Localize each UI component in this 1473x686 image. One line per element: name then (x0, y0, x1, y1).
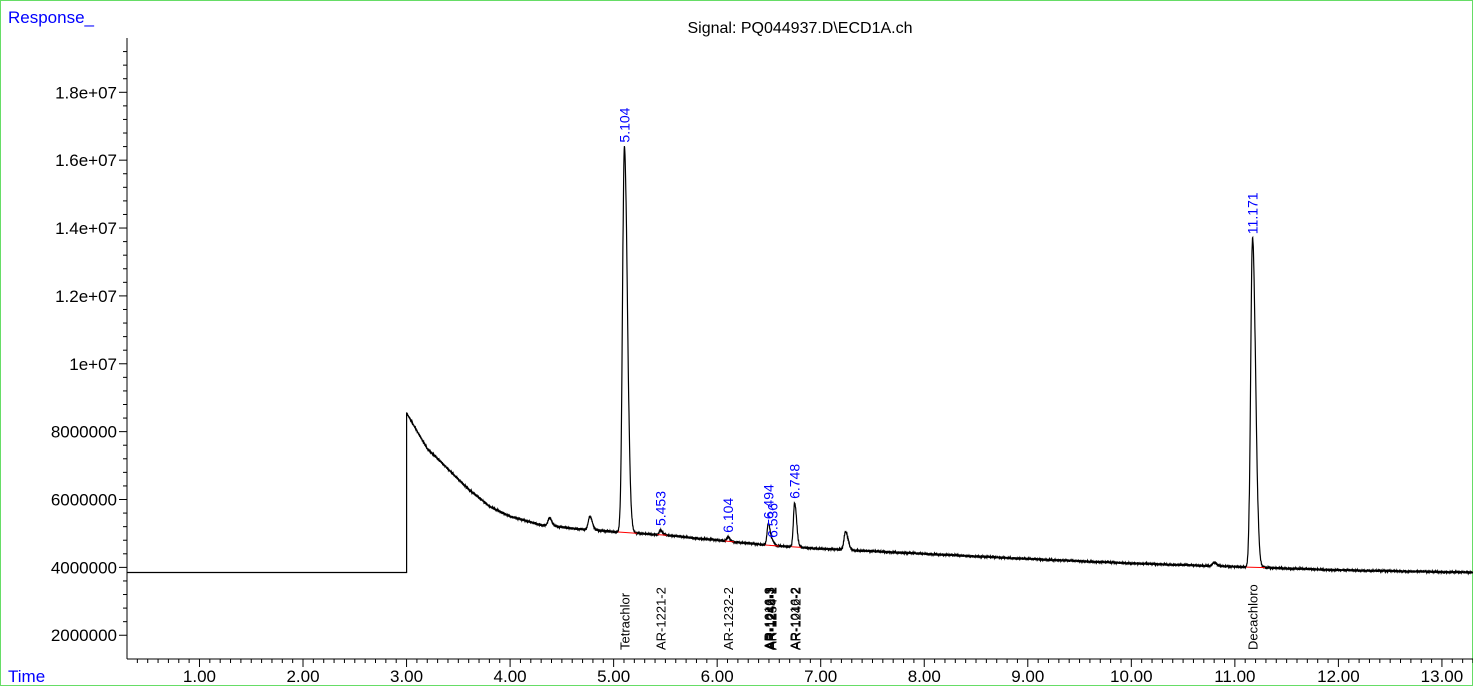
signal-trace (127, 146, 1473, 576)
y-tick-label: 4000000 (51, 558, 117, 577)
x-tick-label: 8.00 (908, 667, 941, 686)
compound-label: AR-1016-3 (761, 587, 776, 650)
integration-baseline (657, 534, 667, 536)
compound-label: AR-1242-3 (762, 587, 777, 650)
compound-label: AR-1232-2 (721, 587, 736, 650)
integration-baseline (769, 544, 779, 547)
peak-label: 6.748 (787, 464, 803, 499)
y-tick-label: 6000000 (51, 491, 117, 510)
compound-label: AR-1242-2 (789, 587, 804, 650)
x-tick-label: 4.00 (494, 667, 527, 686)
peak-label: 6.536 (765, 503, 781, 538)
y-tick-label: 1.2e+07 (55, 287, 117, 306)
peak-label: 6.494 (760, 484, 776, 519)
y-tick-label: 1.4e+07 (55, 219, 117, 238)
x-axis-title: Time (8, 667, 45, 686)
compound-label: AR-1016-2 (788, 587, 803, 650)
axes: 2000000 4000000 6000000 8000000 1e+07 1.2e+07… (51, 38, 1473, 686)
x-tick-label: 6.00 (701, 667, 734, 686)
x-tick-label: 13.00 (1421, 667, 1464, 686)
integration-baseline (724, 540, 735, 543)
x-tick-label: 3.00 (390, 667, 423, 686)
compound-label: Decachloro (1246, 584, 1261, 650)
chart-title: Signal: PQ044937.D\ECD1A.ch (687, 20, 912, 37)
y-tick-label: 1.8e+07 (55, 83, 117, 102)
x-tick-label: 11.00 (1214, 667, 1255, 686)
compound-label: AR-1248-2 (763, 587, 778, 650)
compound-label: AR-1254-1 (764, 587, 779, 650)
peak-label: 11.171 (1245, 192, 1261, 234)
y-axis-title: Response_ (8, 8, 95, 27)
x-tick-label: 7.00 (804, 667, 837, 686)
y-tick-label: 2000000 (51, 626, 117, 645)
x-tick-label: 1.00 (183, 667, 216, 686)
y-tick-label: 8000000 (51, 423, 117, 442)
trace-group (127, 146, 1473, 576)
y-tick-label: 1e+07 (69, 355, 117, 374)
x-tick-label: 9.00 (1011, 667, 1044, 686)
x-tick-label: 2.00 (286, 667, 319, 686)
peak-label: 5.104 (616, 107, 632, 142)
compound-label: AR-1221-2 (654, 587, 669, 650)
compound-label: Tetrachlor (617, 592, 632, 650)
peak-label: 6.104 (720, 498, 736, 533)
peak-label: 5.453 (653, 491, 669, 526)
x-tick-label: 5.00 (597, 667, 630, 686)
integration-baseline (618, 531, 637, 534)
x-tick-label: 12.00 (1317, 667, 1360, 686)
integration-baseline (1246, 566, 1266, 569)
compound-labels: Tetrachlor AR-1221-2 AR-1232-2 AR-1016-3AR-… (617, 584, 1260, 650)
y-tick-label: 1.6e+07 (55, 151, 117, 170)
integration-baseline (791, 546, 801, 548)
x-tick-label: 10.00 (1110, 667, 1153, 686)
